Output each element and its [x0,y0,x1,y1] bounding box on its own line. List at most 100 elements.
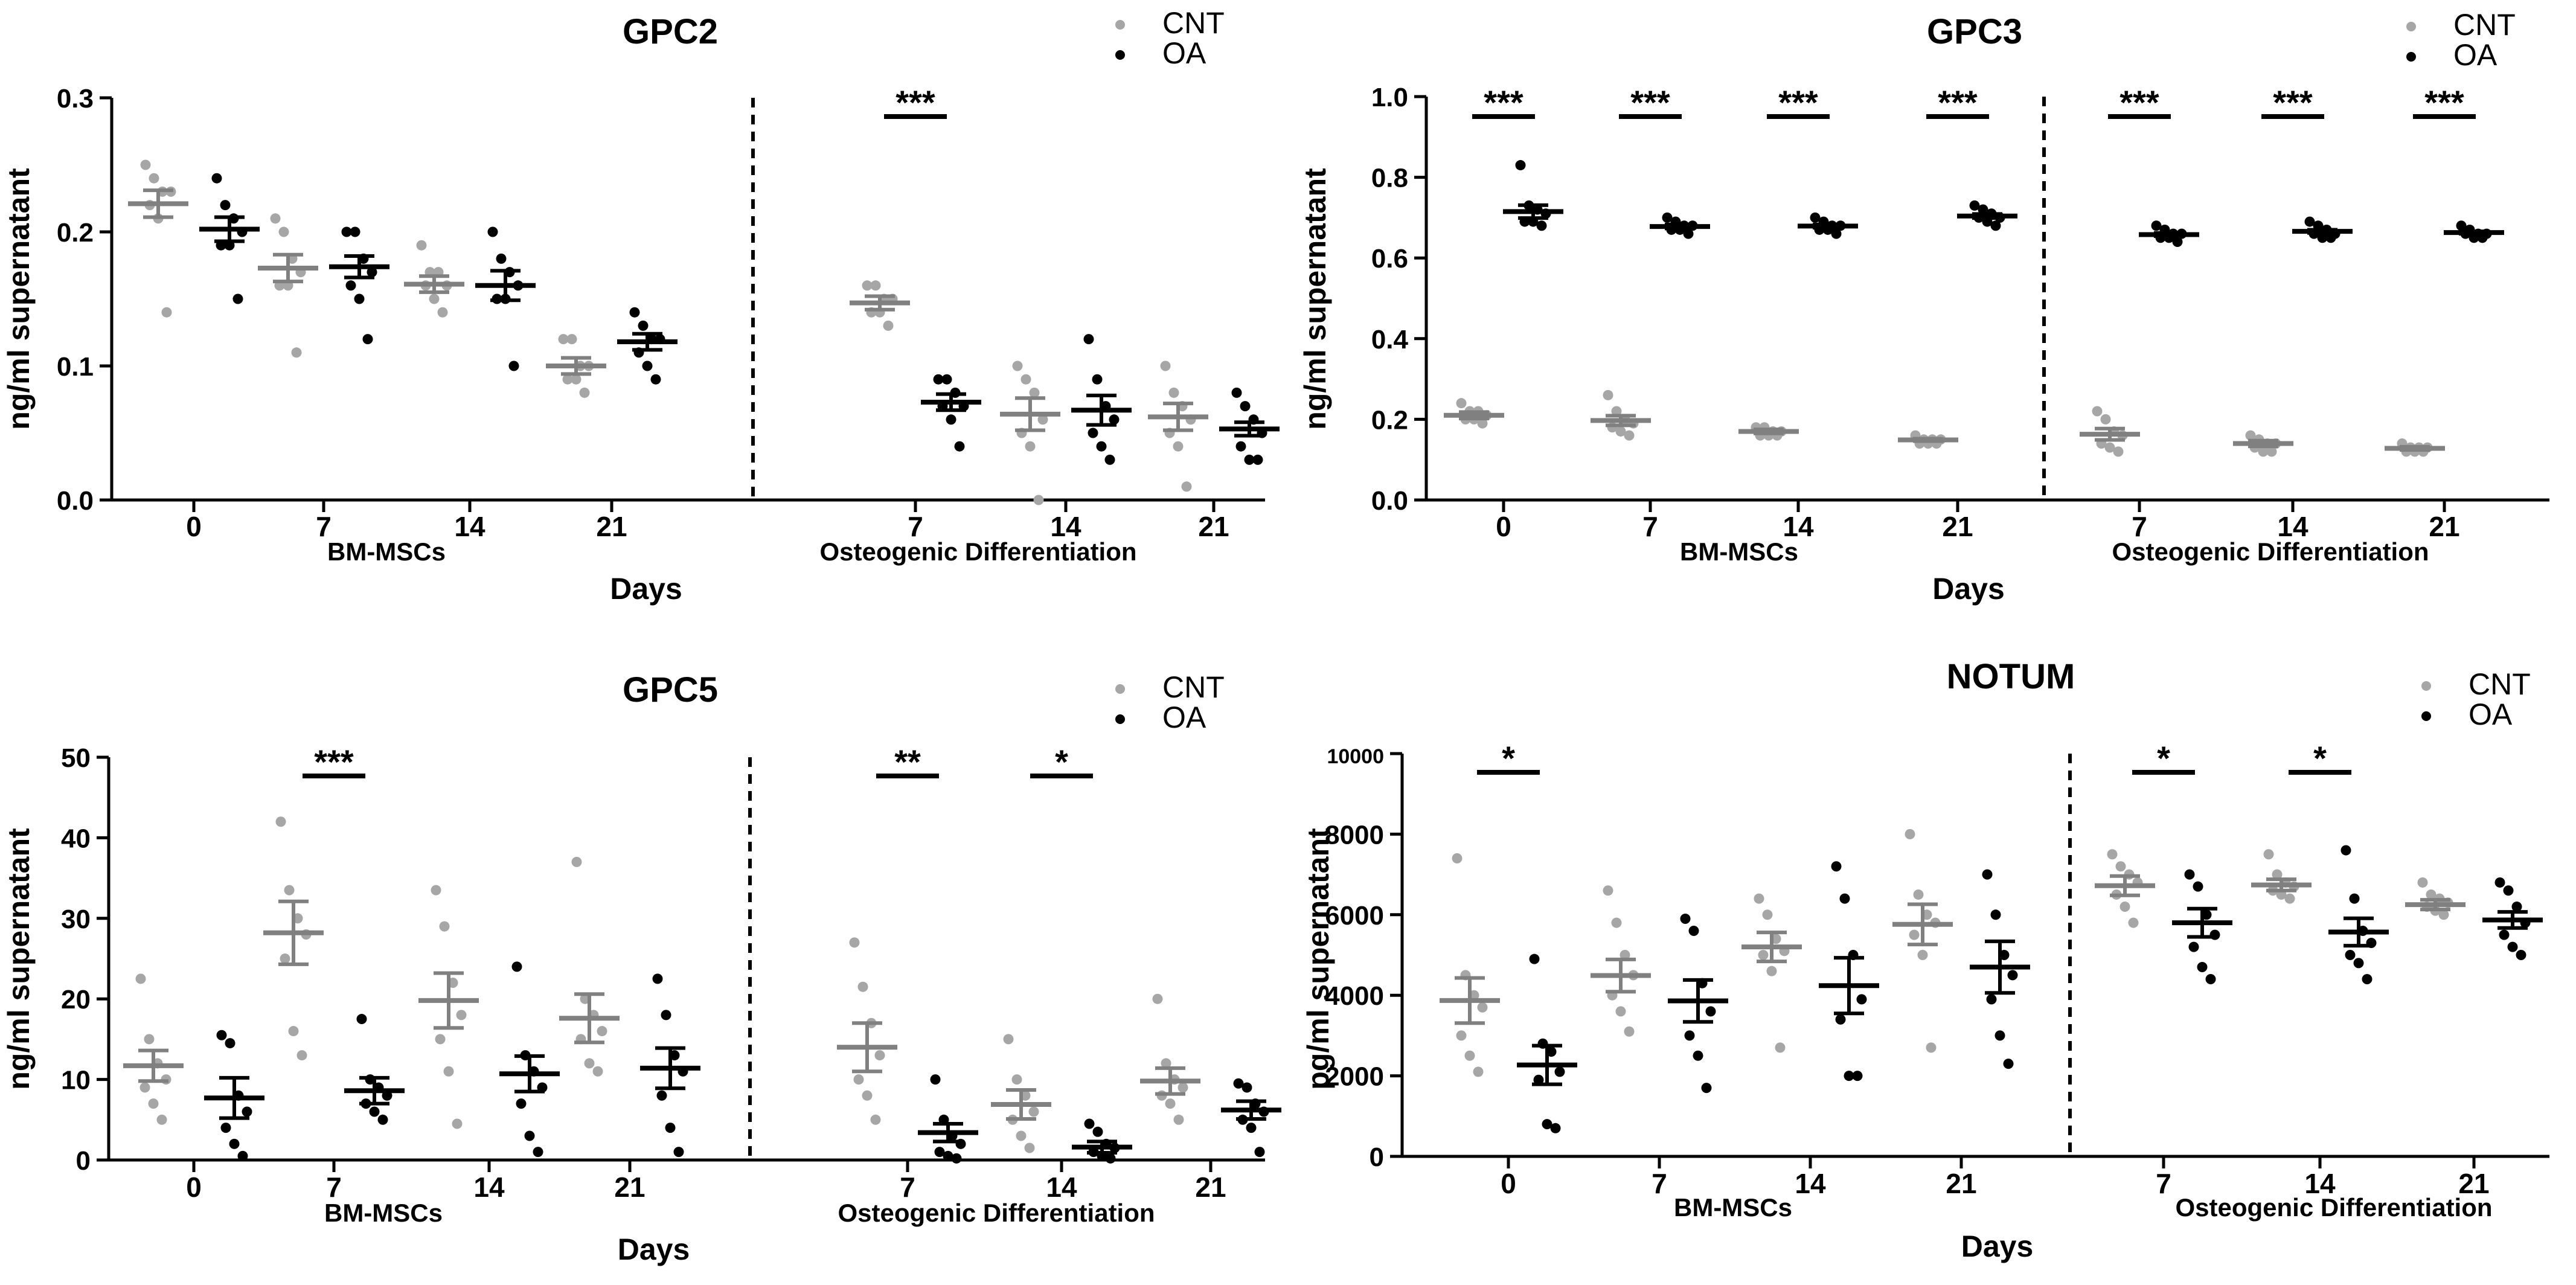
oa-data-point [2007,970,2018,981]
cnt-data-point [1477,1002,1488,1013]
oa-data-point [2197,962,2208,973]
cnt-data-point [862,280,873,291]
oa-data-point [1839,893,1850,904]
oa-data-point [354,293,365,304]
cnt-data-point [584,1058,595,1069]
significance-label: * [1055,743,1068,781]
cnt-data-point [1037,414,1048,425]
cnt-data-point [1603,885,1613,896]
significance-label: * [2157,739,2170,777]
legend-marker [1115,714,1125,724]
cnt-data-point [1165,1098,1176,1109]
significance-label: *** [1484,83,1523,121]
cnt-data-point [2272,869,2283,880]
cnt-data-point [1766,966,1777,976]
oa-data-point [946,414,956,425]
oa-data-point [1705,1006,1716,1017]
oa-data-point [1529,953,1540,964]
cnt-data-point [270,213,281,224]
cnt-data-point [156,1114,167,1125]
cnt-data-point [2119,901,2130,912]
cnt-data-point [429,293,440,304]
oa-data-point [2151,220,2162,231]
oa-data-point [1252,454,1263,465]
cnt-data-point [2438,909,2449,920]
cnt-data-point [1020,374,1031,385]
x-tick-label: 21 [1198,511,1229,542]
y-tick-label: 10000 [1327,745,1384,768]
cnt-data-point [1477,418,1488,429]
cnt-data-point [443,1066,454,1077]
y-tick-label: 0.2 [1371,405,1408,435]
x-tick-label: 21 [1942,511,1973,542]
oa-data-point [638,320,649,331]
x-tick-label: 21 [1195,1171,1226,1203]
oa-data-point [652,973,663,984]
oa-data-point [1688,925,1699,936]
oa-data-point [2456,220,2467,231]
cnt-data-point [144,1034,155,1045]
x-axis-label: Days [1932,572,2005,606]
oa-data-point [2511,901,2522,912]
y-tick-label: 0.3 [57,84,94,114]
oa-data-point [1831,861,1842,872]
cnt-data-point [275,816,286,827]
group-label: Osteogenic Differentiation [819,537,1136,566]
cnt-data-point [1762,909,1773,920]
cnt-data-point [1917,950,1928,960]
oa-data-point [2317,232,2328,243]
oa-data-point [1235,441,1246,452]
oa-data-point [629,307,640,318]
oa-data-point [1083,334,1094,345]
oa-data-point [2345,950,2356,960]
oa-data-point [1554,1066,1565,1077]
oa-data-point [1231,387,1242,398]
cnt-data-point [1611,406,1622,417]
y-tick-label: 2000 [1325,1062,1384,1092]
x-tick-label: 21 [2429,511,2459,542]
cnt-data-point [1615,1006,1626,1017]
oa-data-point [345,280,356,291]
oa-data-point [211,173,222,184]
group-label: Osteogenic Differentiation [2175,1193,2492,1222]
oa-data-point [934,1147,945,1158]
oa-data-point [943,1150,953,1161]
oa-data-point [2494,877,2505,888]
oa-data-point [2325,232,2336,243]
cnt-data-point [148,1098,159,1109]
cnt-data-point [139,1082,150,1093]
group-label: Osteogenic Differentiation [838,1199,1155,1227]
cnt-data-point [2426,889,2437,900]
oa-data-point [220,1123,231,1133]
oa-data-point [350,226,360,237]
cnt-data-point [416,240,427,251]
x-tick-label: 0 [186,511,202,542]
cnt-data-point [1029,387,1040,398]
significance-label: * [1502,739,1515,777]
oa-data-point [1092,1126,1103,1137]
oa-data-point [341,226,352,237]
cnt-data-point [1456,398,1467,409]
significance-label: * [2313,739,2327,777]
oa-data-point [1831,228,1842,239]
chart-title: GPC2 [623,12,718,51]
y-tick-label: 0.1 [57,352,94,382]
oa-data-point [1693,1050,1703,1061]
group-label: BM-MSCs [1680,537,1798,566]
x-axis-label: Days [610,572,682,606]
y-tick-label: 0 [76,1146,91,1176]
y-tick-label: 0.8 [1371,164,1408,193]
oa-data-point [2184,869,2195,880]
cnt-data-point [870,1114,881,1125]
cnt-data-point [1012,361,1023,371]
y-tick-label: 0.4 [1371,325,1409,354]
cnt-data-point [857,981,868,992]
x-tick-label: 0 [1501,1168,1516,1199]
cnt-data-point [1160,361,1171,371]
oa-data-point [1084,1118,1095,1129]
oa-data-point [2349,893,2360,904]
cnt-data-point [571,374,582,385]
oa-data-point [2304,216,2315,227]
cnt-data-point [278,226,289,237]
legend-label: OA [2453,38,2498,72]
